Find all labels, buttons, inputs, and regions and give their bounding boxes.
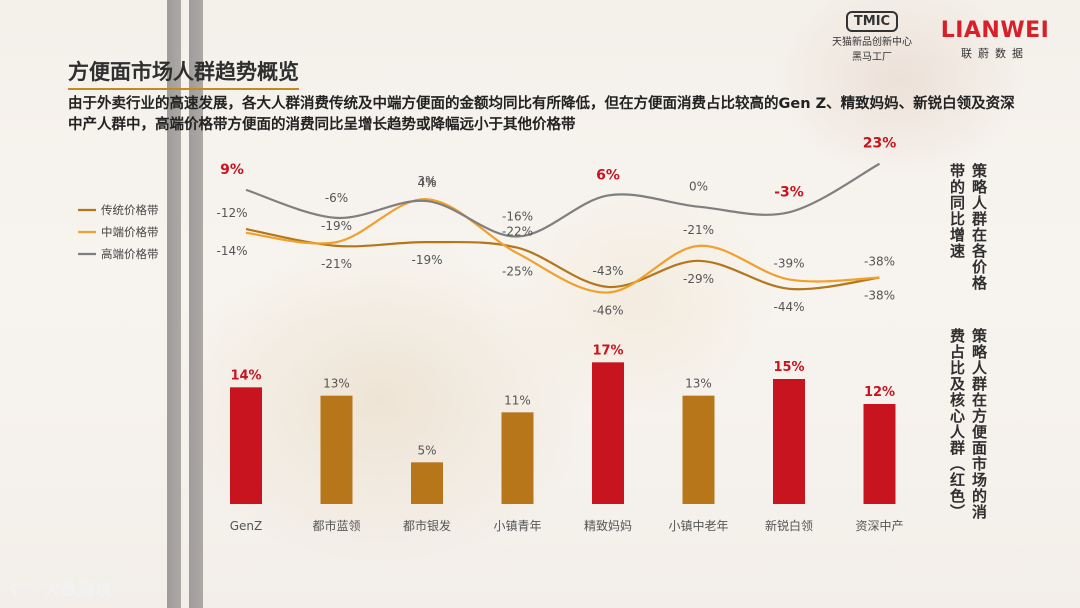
value-label-high: 9% bbox=[220, 162, 244, 178]
legend-label: 中端价格带 bbox=[101, 225, 159, 239]
bar-value-label: 13% bbox=[323, 377, 350, 391]
side-label-share: 策略人群在方便面市场的消费占比及核心人群（红色） bbox=[948, 328, 988, 520]
lianwei-name: LIANWEI bbox=[940, 18, 1050, 43]
bar-小镇青年 bbox=[501, 412, 534, 504]
legend-label: 传统价格带 bbox=[101, 203, 159, 217]
value-label-lower: -38% bbox=[864, 289, 895, 303]
bar-value-label: 17% bbox=[592, 343, 623, 358]
value-label-lower: -29% bbox=[683, 272, 714, 286]
bar-资深中产 bbox=[863, 404, 896, 504]
value-label-upper: -39% bbox=[773, 256, 804, 270]
lianwei-subname: 联蔚数据 bbox=[961, 47, 1029, 60]
value-label-lower: -21% bbox=[321, 257, 352, 271]
watermark-text: 大数跨境 bbox=[44, 580, 112, 600]
category-label: 小镇青年 bbox=[493, 519, 541, 533]
bar-新锐白领 bbox=[773, 379, 805, 504]
bar-都市蓝领 bbox=[320, 395, 353, 504]
page-title: 方便面市场人群趋势概览 bbox=[68, 56, 299, 90]
value-label-high: -16% bbox=[502, 210, 533, 224]
value-label-lower: -19% bbox=[411, 253, 442, 267]
tmic-name: 天猫新品创新中心 bbox=[832, 37, 912, 48]
category-label: 小镇中老年 bbox=[668, 518, 728, 533]
value-label-high: 23% bbox=[863, 136, 897, 152]
tmic-mark: TMIC bbox=[845, 11, 899, 32]
value-label-lower: -44% bbox=[773, 300, 804, 314]
bar-value-label: 11% bbox=[504, 393, 531, 407]
value-label-upper: -19% bbox=[321, 219, 352, 233]
value-label-high: 3% bbox=[417, 174, 436, 188]
value-label-upper: 4% bbox=[417, 176, 436, 190]
value-label-lower: -25% bbox=[502, 264, 533, 278]
bar-精致妈妈 bbox=[592, 362, 624, 504]
bar-GenZ bbox=[230, 387, 262, 504]
value-label-high: -3% bbox=[774, 184, 804, 200]
value-label-upper: -43% bbox=[592, 264, 623, 278]
logo-icon: ʕ°° bbox=[10, 581, 34, 599]
category-label: 都市银发 bbox=[403, 518, 451, 533]
watermark: ʕ°° 大数跨境 bbox=[10, 575, 112, 600]
value-label-upper: -12% bbox=[216, 206, 247, 220]
value-label-lower: -46% bbox=[592, 304, 623, 318]
value-label-lower: -14% bbox=[216, 244, 247, 258]
value-label-high: 6% bbox=[596, 167, 620, 183]
line-series-中端价格带 bbox=[245, 198, 880, 294]
line-series-传统价格带 bbox=[245, 227, 880, 291]
value-label-upper: -38% bbox=[864, 255, 895, 269]
value-label-upper: -22% bbox=[502, 225, 533, 239]
category-label: GenZ bbox=[230, 519, 263, 533]
tmic-subname: 黑马工厂 bbox=[852, 52, 892, 63]
value-label-high: 0% bbox=[689, 180, 708, 194]
bar-value-label: 5% bbox=[417, 443, 436, 457]
category-label: 资深中产 bbox=[855, 518, 903, 533]
bar-小镇中老年 bbox=[682, 395, 715, 504]
page-subtitle: 由于外卖行业的高速发展，各大人群消费传统及中端方便面的金额均同比有所降低，但在方… bbox=[68, 96, 1015, 133]
legend-label: 高端价格带 bbox=[101, 247, 159, 261]
category-label: 新锐白领 bbox=[765, 518, 813, 533]
bar-value-label: 15% bbox=[773, 360, 804, 375]
value-label-upper: -21% bbox=[683, 223, 714, 237]
lianwei-logo: LIANWEI 联蔚数据 bbox=[930, 18, 1060, 61]
bar-value-label: 12% bbox=[864, 385, 895, 400]
line-series-高端价格带 bbox=[245, 162, 881, 238]
bar-value-label: 14% bbox=[230, 368, 261, 383]
category-label: 精致妈妈 bbox=[584, 519, 632, 533]
value-label-high: -6% bbox=[325, 191, 348, 205]
category-label: 都市蓝领 bbox=[312, 518, 360, 533]
side-label-growth: 策略人群在各价格带的同比增速 bbox=[948, 163, 988, 291]
tmic-logo: TMIC 天猫新品创新中心 黑马工厂 bbox=[822, 10, 922, 63]
bar-value-label: 13% bbox=[685, 377, 712, 391]
bar-都市银发 bbox=[411, 462, 443, 504]
